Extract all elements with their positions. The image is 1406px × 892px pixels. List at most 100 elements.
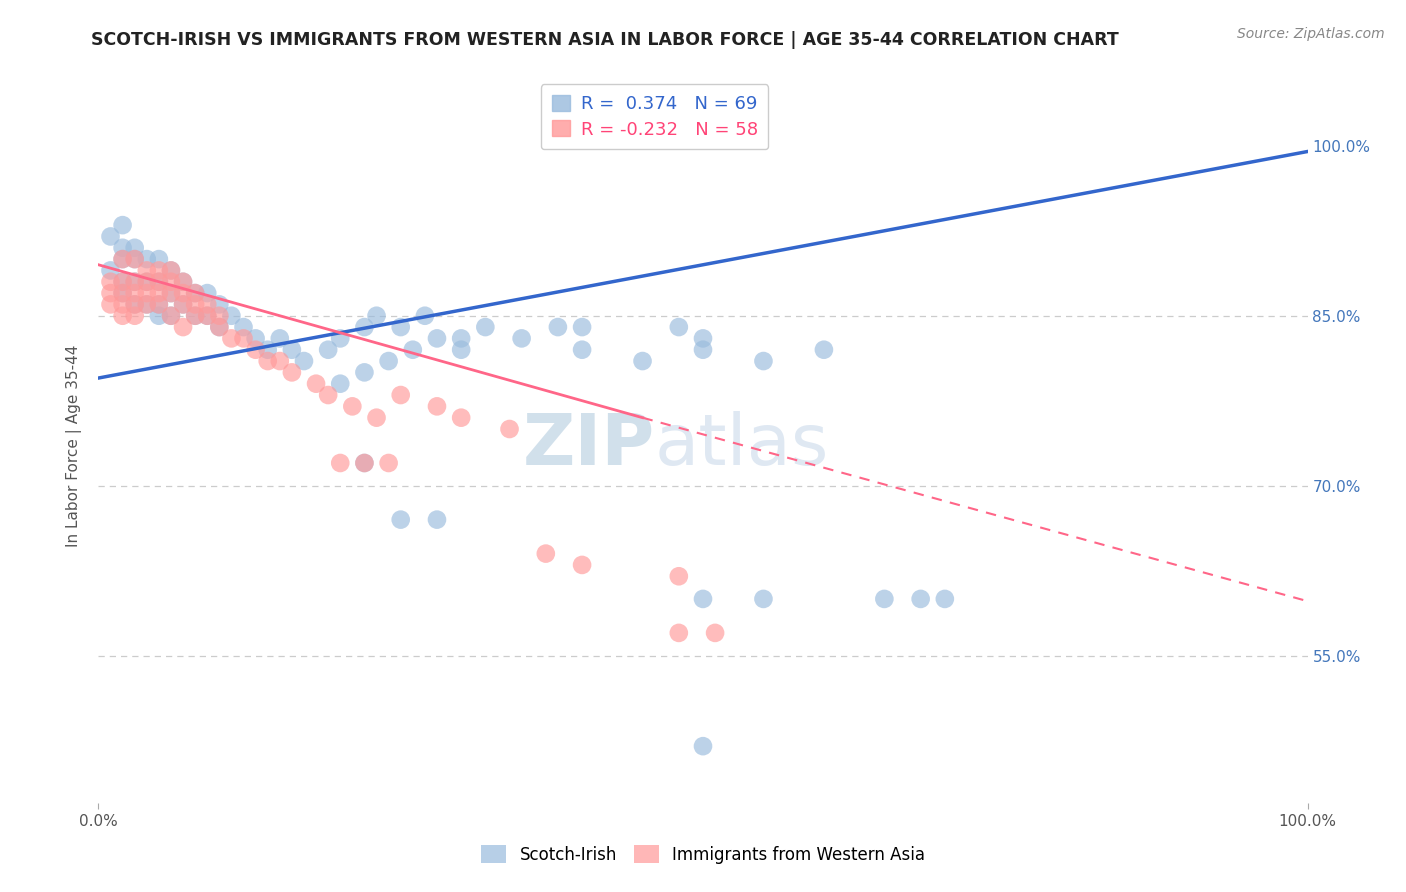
Point	[111, 286, 134, 301]
Text: ZIP: ZIP	[523, 411, 655, 481]
Point	[389, 388, 412, 402]
Text: SCOTCH-IRISH VS IMMIGRANTS FROM WESTERN ASIA IN LABOR FORCE | AGE 35-44 CORRELAT: SCOTCH-IRISH VS IMMIGRANTS FROM WESTERN …	[91, 31, 1119, 49]
Point	[377, 354, 399, 368]
Point	[305, 376, 328, 391]
Point	[160, 263, 183, 277]
Point	[221, 309, 243, 323]
Point	[111, 275, 134, 289]
Point	[172, 286, 194, 301]
Point	[184, 286, 207, 301]
Point	[124, 252, 146, 266]
Point	[353, 365, 375, 379]
Point	[124, 275, 146, 289]
Point	[135, 252, 157, 266]
Point	[329, 456, 352, 470]
Point	[111, 252, 134, 266]
Point	[124, 286, 146, 301]
Text: atlas: atlas	[655, 411, 830, 481]
Point	[148, 252, 170, 266]
Point	[111, 297, 134, 311]
Point	[160, 275, 183, 289]
Point	[160, 309, 183, 323]
Point	[256, 343, 278, 357]
Point	[692, 343, 714, 357]
Point	[100, 263, 122, 277]
Point	[100, 229, 122, 244]
Point	[232, 320, 254, 334]
Point	[135, 275, 157, 289]
Point	[111, 252, 134, 266]
Point	[184, 309, 207, 323]
Point	[111, 286, 134, 301]
Point	[111, 241, 134, 255]
Point	[195, 309, 218, 323]
Point	[450, 343, 472, 357]
Point	[692, 331, 714, 345]
Point	[111, 309, 134, 323]
Point	[135, 286, 157, 301]
Point	[510, 331, 533, 345]
Point	[245, 331, 267, 345]
Point	[148, 309, 170, 323]
Point	[426, 331, 449, 345]
Point	[148, 275, 170, 289]
Point	[353, 320, 375, 334]
Point	[135, 297, 157, 311]
Point	[402, 343, 425, 357]
Point	[534, 547, 557, 561]
Point	[221, 331, 243, 345]
Point	[873, 591, 896, 606]
Point	[752, 354, 775, 368]
Point	[208, 297, 231, 311]
Point	[148, 263, 170, 277]
Point	[124, 252, 146, 266]
Point	[124, 309, 146, 323]
Point	[474, 320, 496, 334]
Point	[668, 320, 690, 334]
Point	[195, 297, 218, 311]
Point	[752, 591, 775, 606]
Point	[450, 410, 472, 425]
Point	[184, 309, 207, 323]
Point	[100, 286, 122, 301]
Point	[366, 410, 388, 425]
Point	[631, 354, 654, 368]
Point	[281, 365, 304, 379]
Point	[704, 626, 727, 640]
Y-axis label: In Labor Force | Age 35-44: In Labor Force | Age 35-44	[66, 345, 83, 547]
Point	[195, 286, 218, 301]
Point	[450, 331, 472, 345]
Point	[256, 354, 278, 368]
Point	[124, 297, 146, 311]
Point	[813, 343, 835, 357]
Point	[160, 263, 183, 277]
Point	[195, 309, 218, 323]
Point	[426, 400, 449, 414]
Point	[232, 331, 254, 345]
Point	[124, 241, 146, 255]
Point	[184, 297, 207, 311]
Point	[111, 275, 134, 289]
Point	[184, 286, 207, 301]
Point	[498, 422, 520, 436]
Point	[316, 343, 339, 357]
Point	[910, 591, 932, 606]
Point	[124, 275, 146, 289]
Point	[100, 297, 122, 311]
Point	[148, 297, 170, 311]
Point	[329, 376, 352, 391]
Point	[329, 331, 352, 345]
Point	[208, 309, 231, 323]
Point	[692, 739, 714, 754]
Point	[100, 275, 122, 289]
Point	[934, 591, 956, 606]
Legend: R =  0.374   N = 69, R = -0.232   N = 58: R = 0.374 N = 69, R = -0.232 N = 58	[541, 84, 769, 149]
Legend: Scotch-Irish, Immigrants from Western Asia: Scotch-Irish, Immigrants from Western As…	[474, 838, 932, 871]
Point	[172, 275, 194, 289]
Point	[692, 591, 714, 606]
Point	[389, 513, 412, 527]
Point	[148, 286, 170, 301]
Point	[668, 626, 690, 640]
Point	[342, 400, 364, 414]
Point	[269, 331, 291, 345]
